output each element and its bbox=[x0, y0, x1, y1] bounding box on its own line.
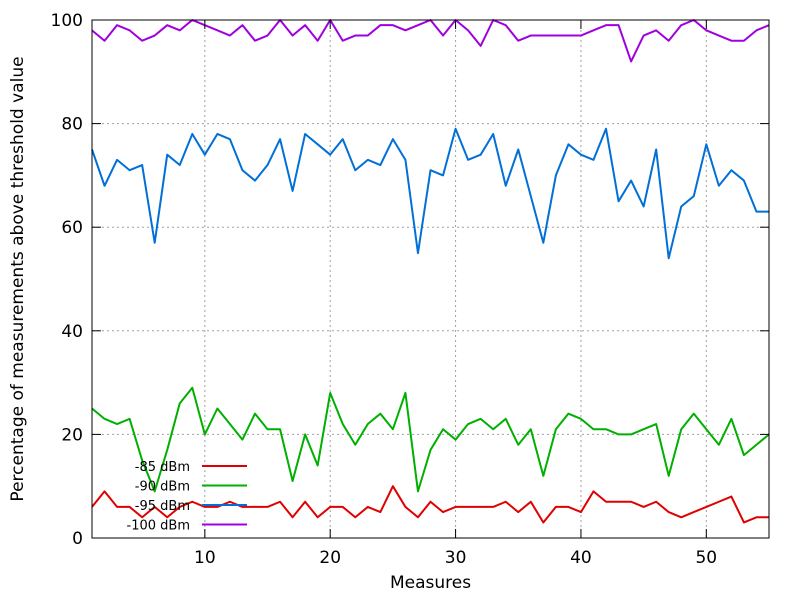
x-tick-label: 20 bbox=[319, 548, 341, 568]
x-axis-title: Measures bbox=[390, 573, 471, 593]
y-tick-label: 60 bbox=[61, 218, 83, 238]
legend-item: -90 dBm bbox=[135, 480, 247, 495]
series-line bbox=[91, 386, 770, 493]
y-tick-label: 100 bbox=[51, 11, 83, 31]
plot-frame bbox=[91, 19, 770, 539]
y-tick-label: 80 bbox=[61, 115, 83, 135]
legend-item: -95 dBm bbox=[135, 499, 247, 514]
legend: -85 dBm -90 dBm -95 dBm -100 dBm bbox=[127, 460, 247, 534]
y-tick-label: 20 bbox=[61, 425, 83, 445]
legend-label: -95 dBm bbox=[135, 499, 190, 514]
legend-label: -85 dBm bbox=[135, 460, 190, 475]
legend-item: -100 dBm bbox=[127, 519, 247, 534]
legend-label: -100 dBm bbox=[127, 519, 190, 534]
legend-item: -85 dBm bbox=[135, 460, 247, 475]
y-axis-title: Percentage of measurements above thresho… bbox=[8, 56, 28, 501]
series-line bbox=[91, 127, 769, 260]
series-layer bbox=[91, 19, 770, 524]
x-tick-label: 30 bbox=[445, 548, 467, 568]
x-tick-label: 40 bbox=[570, 548, 592, 568]
grid-layer bbox=[92, 20, 769, 538]
y-tick-label: 0 bbox=[72, 529, 83, 549]
x-tick-label: 10 bbox=[194, 548, 216, 568]
series-line bbox=[91, 485, 769, 524]
y-tick-label: 40 bbox=[61, 322, 83, 342]
series-line bbox=[91, 19, 770, 63]
axis-ticks: 0 20 40 60 80 100 10 20 30 40 50 bbox=[51, 11, 769, 568]
x-tick-label: 50 bbox=[695, 548, 717, 568]
legend-label: -90 dBm bbox=[135, 480, 190, 495]
